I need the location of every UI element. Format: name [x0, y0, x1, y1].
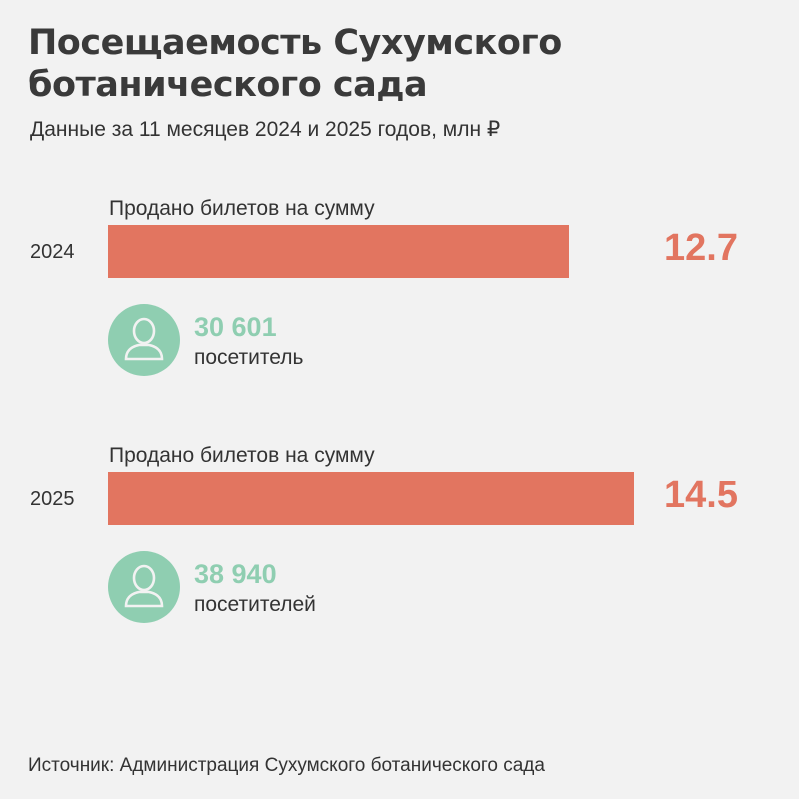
visitor-count: 30 601 [194, 312, 277, 342]
category-label: 2024 [30, 241, 75, 263]
bar-2025 [108, 472, 634, 525]
person-icon [108, 551, 180, 623]
visitor-label: посетителей [194, 593, 316, 616]
visitor-label: посетитель [194, 346, 304, 369]
value-label: 12.7 [664, 227, 738, 269]
value-label: 14.5 [664, 474, 738, 516]
bar-label: Продано билетов на сумму [109, 444, 375, 467]
visitor-count: 38 940 [194, 559, 277, 589]
person-icon [108, 304, 180, 376]
bar-2024 [108, 225, 569, 278]
category-label: 2025 [30, 488, 75, 510]
bar-label: Продано билетов на сумму [109, 197, 375, 220]
chart-subtitle: Данные за 11 месяцев 2024 и 2025 годов, … [30, 118, 501, 141]
chart-title: Посещаемость Сухумского ботанического са… [28, 23, 562, 105]
source-note: Источник: Администрация Сухумского ботан… [28, 755, 545, 776]
